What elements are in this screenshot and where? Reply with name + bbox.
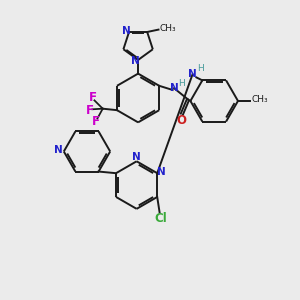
Text: H: H xyxy=(197,64,204,73)
Text: N: N xyxy=(170,83,178,93)
Text: CH₃: CH₃ xyxy=(160,24,176,33)
Text: N: N xyxy=(132,152,140,161)
Text: O: O xyxy=(176,114,186,127)
Text: F: F xyxy=(92,115,100,128)
Text: CH₃: CH₃ xyxy=(251,95,268,104)
Text: N: N xyxy=(157,167,166,177)
Text: F: F xyxy=(89,91,97,104)
Text: N: N xyxy=(131,56,140,65)
Text: N: N xyxy=(122,26,131,36)
Text: Cl: Cl xyxy=(154,212,167,226)
Text: N: N xyxy=(188,69,197,80)
Text: F: F xyxy=(86,104,94,117)
Text: N: N xyxy=(54,145,63,155)
Text: H: H xyxy=(178,79,185,88)
